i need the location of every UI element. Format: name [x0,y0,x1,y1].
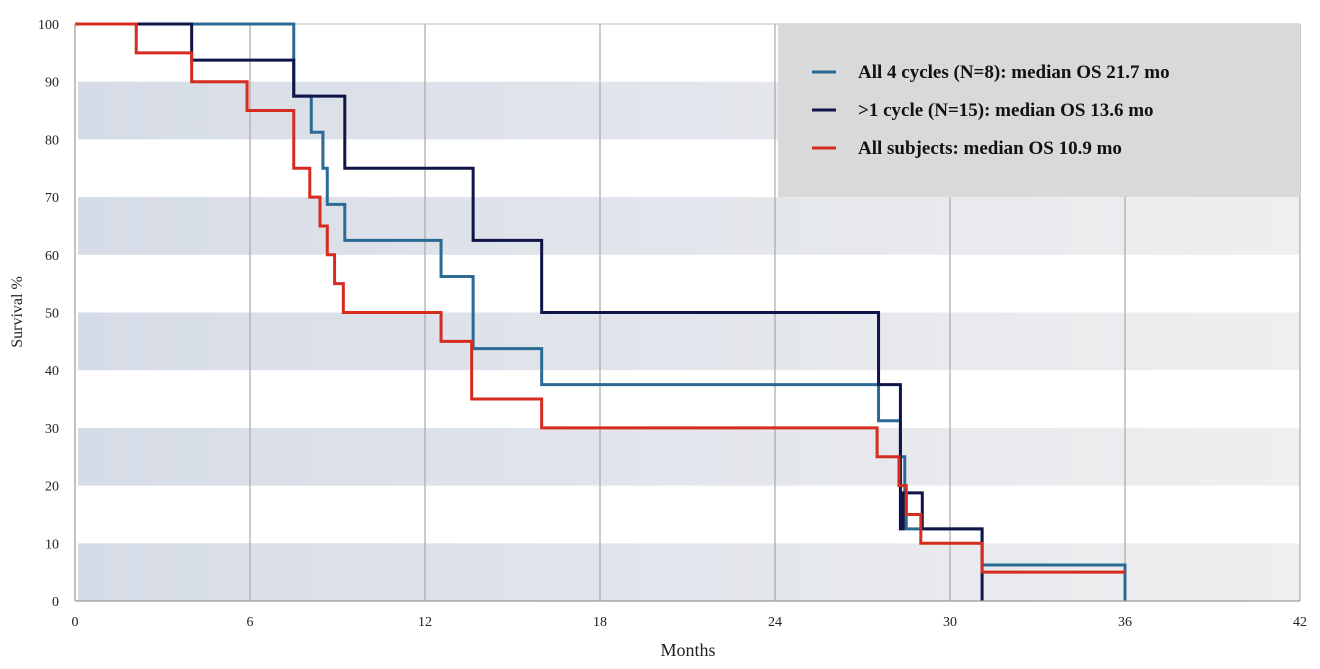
y-tick-label: 50 [45,307,59,322]
legend-box [778,24,1300,197]
x-tick-label: 18 [593,615,607,630]
legend-label: All subjects: median OS 10.9 mo [858,138,1122,159]
y-tick-label: 100 [38,18,59,33]
y-tick-label: 30 [45,422,59,437]
x-tick-label: 0 [72,615,79,630]
y-tick-label: 80 [45,133,59,148]
x-tick-label: 42 [1293,615,1307,630]
series-line-2 [75,22,984,601]
band [78,312,1300,371]
x-tick-label: 30 [943,615,957,630]
series-group [75,22,1127,601]
legend: All 4 cycles (N=8): median OS 21.7 mo >1 … [812,62,1170,159]
y-tick-label: 70 [45,191,59,206]
x-tick-label: 36 [1118,615,1132,630]
x-tick-label: 24 [768,615,782,630]
legend-label: All 4 cycles (N=8): median OS 21.7 mo [858,62,1170,83]
x-axis-label: Months [660,640,715,660]
y-axis-label: Survival % [9,276,26,348]
x-tick-label: 12 [418,615,432,630]
y-tick-label: 60 [45,249,59,264]
y-tick-label: 20 [45,480,59,495]
legend-label: >1 cycle (N=15): median OS 13.6 mo [858,100,1154,121]
axes: 0 10 20 30 40 50 60 70 80 90 100 0 6 12 18 24 30 36 42 [38,18,1307,630]
y-tick-label: 0 [52,595,59,610]
series-line-3 [75,22,1125,574]
y-tick-label: 90 [45,76,59,91]
x-tick-label: 6 [247,615,254,630]
band [78,427,1300,486]
band [78,197,1300,255]
y-tick-label: 40 [45,364,59,379]
y-tick-label: 10 [45,537,59,552]
